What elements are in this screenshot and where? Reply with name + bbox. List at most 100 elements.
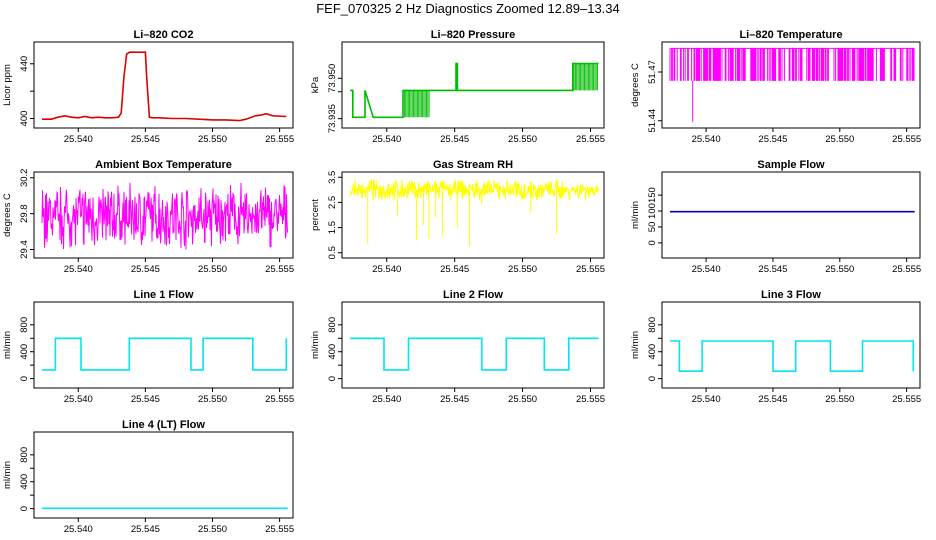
plot-title: Li–820 Pressure <box>431 29 515 41</box>
series-line <box>670 340 915 372</box>
x-tick-label: 25.550 <box>825 264 854 275</box>
series-line <box>350 337 599 371</box>
y-tick-label: 73.950 <box>327 64 338 93</box>
x-tick-label: 25.545 <box>131 264 160 275</box>
y-tick-label: 400 <box>19 111 30 127</box>
x-tick-label: 25.555 <box>265 134 294 145</box>
y-tick-label: 1.5 <box>327 221 338 234</box>
y-tick-label: 51.44 <box>647 109 658 133</box>
plot-frame <box>33 41 294 129</box>
series <box>670 340 915 372</box>
plot-8: Line 2 Flow ml/min 25.540 25.545 25.550 25.55… <box>310 289 605 405</box>
x-tick-label: 25.555 <box>576 394 605 405</box>
x-tick-label: 25.555 <box>576 134 605 145</box>
x-tick-label: 25.545 <box>440 134 469 145</box>
x-tick-label: 25.555 <box>892 394 921 405</box>
plot-6: Sample Flow ml/min 25.540 25.545 25.550 25.55… <box>630 159 921 275</box>
x-tick-label: 25.540 <box>372 394 401 405</box>
y-tick-label: 29.8 <box>19 204 30 223</box>
x-tick-label: 25.545 <box>758 394 787 405</box>
y-tick-label: 400 <box>327 344 338 360</box>
y-tick-label: 0.5 <box>327 246 338 259</box>
plot-title: Gas Stream RH <box>433 159 513 171</box>
y-tick-label: 400 <box>647 344 658 360</box>
plot-4: Ambient Box Temperature degrees C 25.540 25… <box>2 159 294 275</box>
x-tick-label: 25.540 <box>692 264 721 275</box>
x-tick-label: 25.555 <box>265 264 294 275</box>
plot-title: Line 4 (LT) Flow <box>122 419 205 431</box>
y-tick-label: 800 <box>19 317 30 333</box>
plot-9: Line 3 Flow ml/min 25.540 25.545 25.550 25.55… <box>630 289 921 405</box>
plot-title: Line 3 Flow <box>761 289 821 301</box>
x-tick-label: 25.550 <box>825 394 854 405</box>
y-tick-label: 0 <box>647 376 658 381</box>
x-tick-label: 25.550 <box>508 264 537 275</box>
plot-1: Li–820 CO2 Licor ppm 25.540 25.545 25.550 25.… <box>2 29 294 145</box>
x-tick-label: 25.550 <box>508 394 537 405</box>
series-dense-band <box>572 63 598 91</box>
x-tick-label: 25.550 <box>198 134 227 145</box>
plot-3: Li–820 Temperature degrees C 25.540 25.545 2… <box>630 29 921 145</box>
y-tick-label: 73.935 <box>327 104 338 133</box>
x-tick-label: 25.540 <box>64 394 93 405</box>
x-tick-label: 25.555 <box>576 264 605 275</box>
y-tick-label: 100 <box>647 203 658 219</box>
plot-frame <box>341 301 605 389</box>
plot-title: Li–820 Temperature <box>739 29 842 41</box>
y-tick-label: 400 <box>19 344 30 360</box>
series <box>349 178 600 247</box>
plot-frame <box>661 171 921 259</box>
x-tick-label: 25.555 <box>892 134 921 145</box>
series <box>41 182 288 250</box>
y-tick-label: 51.47 <box>647 60 658 84</box>
plot-title: Ambient Box Temperature <box>95 159 232 171</box>
y-tick-label: 400 <box>19 474 30 490</box>
x-tick-label: 25.545 <box>131 394 160 405</box>
y-tick-label: 0 <box>647 240 658 245</box>
y-tick-label: 800 <box>647 317 658 333</box>
y-tick-label: 29.4 <box>19 240 30 259</box>
y-tick-label: 800 <box>327 317 338 333</box>
series <box>350 62 599 119</box>
series <box>350 337 599 371</box>
x-tick-label: 25.555 <box>892 264 921 275</box>
y-axis-label: degrees C <box>2 193 13 237</box>
y-axis-label: percent <box>310 199 321 231</box>
x-tick-label: 25.550 <box>508 134 537 145</box>
plot-frame <box>33 431 294 519</box>
y-tick-label: 0 <box>19 376 30 381</box>
plot-10: Line 4 (LT) Flow ml/min 25.540 25.545 25.550… <box>2 419 294 535</box>
series-noise <box>41 182 288 250</box>
plot-frame <box>33 301 294 389</box>
plot-frame <box>341 171 605 259</box>
x-tick-label: 25.540 <box>64 524 93 535</box>
y-axis-label: ml/min <box>2 331 13 359</box>
series <box>42 337 288 371</box>
y-tick-label: 50 <box>647 222 658 233</box>
x-tick-label: 25.550 <box>198 264 227 275</box>
y-tick-label: 0 <box>327 376 338 381</box>
x-tick-label: 25.545 <box>440 264 469 275</box>
x-tick-label: 25.555 <box>265 394 294 405</box>
plot-title: Line 1 Flow <box>134 289 194 301</box>
x-tick-label: 25.545 <box>131 134 160 145</box>
x-tick-label: 25.540 <box>372 134 401 145</box>
x-tick-label: 25.540 <box>64 134 93 145</box>
y-tick-label: 800 <box>19 447 30 463</box>
series-telegraph <box>669 47 915 122</box>
figure-title: FEF_070325 2 Hz Diagnostics Zoomed 12.89… <box>316 1 620 16</box>
series <box>669 47 915 122</box>
x-tick-label: 25.540 <box>64 264 93 275</box>
y-tick-label: 150 <box>647 187 658 203</box>
y-axis-label: Licor ppm <box>2 64 13 106</box>
plot-2: Li–820 Pressure kPa 25.540 25.545 25.550 25.5… <box>310 29 605 145</box>
series <box>42 51 287 122</box>
plot-title: Sample Flow <box>757 159 825 171</box>
x-tick-label: 25.540 <box>372 264 401 275</box>
x-tick-label: 25.540 <box>692 134 721 145</box>
y-axis-label: ml/min <box>630 201 641 229</box>
series-noise <box>349 178 600 247</box>
y-tick-label: 0 <box>19 506 30 511</box>
y-axis-label: ml/min <box>310 331 321 359</box>
